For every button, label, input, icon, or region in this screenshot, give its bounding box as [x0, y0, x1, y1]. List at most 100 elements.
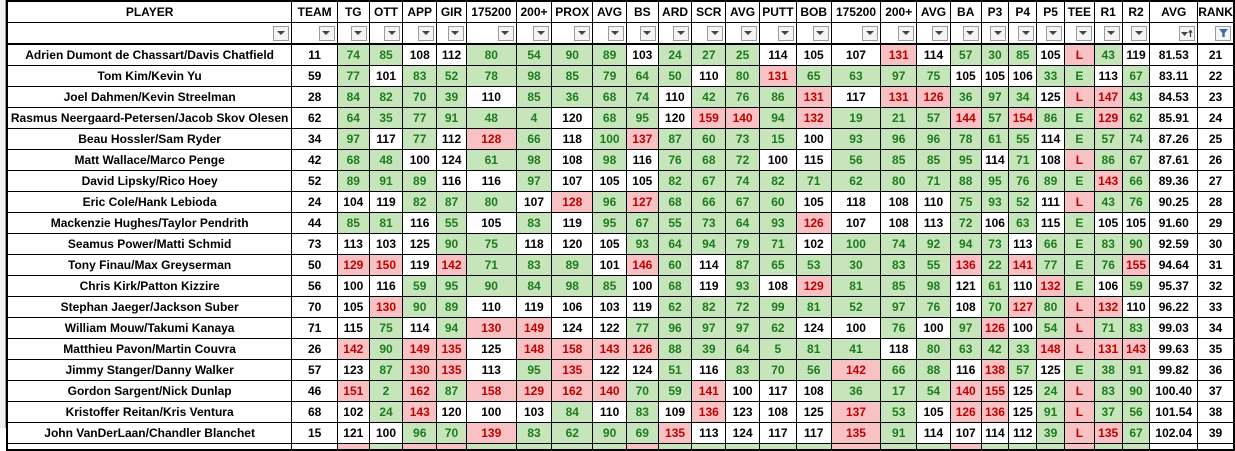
cell-ott: 150: [368, 254, 404, 276]
cell-bob: 115: [795, 149, 832, 171]
cell-r1: 83: [1093, 380, 1123, 402]
filter-button-bs[interactable]: [639, 25, 656, 41]
column-header-rank: RANK: [1197, 0, 1235, 23]
cell-avg1: 122: [592, 317, 627, 339]
cell-bs: 105: [625, 170, 659, 192]
cell-avg4: 96.22: [1149, 296, 1199, 318]
autofilter-row: [6, 22, 1235, 45]
cell-scr: 82: [691, 296, 727, 318]
filter-button-tg[interactable]: [350, 25, 367, 41]
cell-avg4: 102.04: [1149, 422, 1199, 444]
cell-avg1: 143: [592, 338, 627, 360]
cell-r2: 66: [1121, 170, 1151, 192]
cell-putt: 65: [758, 254, 797, 276]
filter-cell-scr: [691, 22, 727, 45]
cell-avg3: 100: [916, 317, 951, 339]
cell-scr: 42: [691, 86, 727, 108]
filter-button-prox[interactable]: [574, 25, 591, 41]
cell-bob: 53: [795, 254, 832, 276]
cell-gir: 135: [436, 338, 467, 360]
cell-rank: 39: [1197, 422, 1235, 444]
cell-bob: 56: [795, 359, 832, 381]
cell-tg: 84: [336, 86, 370, 108]
filter-dropdown-icon: [451, 30, 460, 36]
cell-d200a: 85: [515, 86, 553, 108]
player-name-cell: David Lipsky/Rico Hoey: [6, 170, 293, 192]
player-name-cell: Adrien Dumont de Chassart/Davis Chatfiel…: [6, 43, 293, 66]
cell-p5: 33: [1036, 65, 1065, 87]
filter-button-r1[interactable]: [1103, 25, 1120, 41]
clipped-cell: [1063, 443, 1095, 451]
filter-button-d200b[interactable]: [898, 25, 915, 41]
cell-r1: 147: [1093, 86, 1123, 108]
filter-button-putt[interactable]: [777, 25, 794, 41]
table-row: Kristoffer Reitan/Kris Ventura 68 102 24 143…: [6, 401, 1235, 423]
cell-ott: 101: [368, 65, 404, 87]
filter-button-d175b[interactable]: [862, 25, 879, 41]
cell-p4: 71: [1008, 149, 1038, 171]
cell-d175b: 62: [830, 170, 882, 192]
cell-bob: 125: [795, 401, 832, 423]
cell-d200a: 148: [515, 338, 553, 360]
cell-tee: L: [1063, 296, 1095, 318]
cell-r1: 57: [1093, 128, 1123, 150]
filter-button-ott[interactable]: [384, 25, 401, 41]
cell-bob: 132: [795, 107, 832, 129]
cell-putt: 117: [758, 422, 797, 444]
player-name-cell: Mackenzie Hughes/Taylor Pendrith: [6, 212, 293, 234]
filter-button-avg2[interactable]: [740, 25, 757, 41]
filter-cell-d200a: [515, 22, 553, 45]
cell-r1: 38: [1093, 359, 1123, 381]
filter-button-app[interactable]: [418, 25, 435, 41]
filter-button-scr[interactable]: [707, 25, 724, 41]
cell-p4: 100: [1008, 317, 1038, 339]
cell-ard: 59: [657, 380, 693, 402]
filter-button-d175a[interactable]: [497, 25, 514, 41]
cell-d200b: 74: [880, 233, 918, 255]
clipped-cell: [1121, 443, 1151, 451]
cell-tee: E: [1063, 107, 1095, 129]
filter-button-rank[interactable]: [1215, 25, 1231, 41]
filter-button-gir[interactable]: [447, 25, 464, 41]
cell-d200a: 119: [515, 296, 553, 318]
filter-button-r2[interactable]: [1131, 25, 1148, 41]
filter-button-ba[interactable]: [962, 25, 979, 41]
filter-button-avg3[interactable]: [931, 25, 948, 41]
column-header-r1: R1: [1093, 0, 1123, 23]
cell-p3: 95: [980, 170, 1010, 192]
cell-gir: 91: [436, 107, 467, 129]
filter-button-p3[interactable]: [990, 25, 1007, 41]
worksheet-edge-strip: [0, 0, 6, 428]
column-header-bs: BS: [625, 0, 659, 23]
cell-ott: 119: [368, 191, 404, 213]
filter-button-d200a[interactable]: [533, 25, 550, 41]
cell-rank: 23: [1197, 86, 1235, 108]
cell-ott: 117: [368, 128, 404, 150]
cell-d175b: 142: [830, 359, 882, 381]
filter-button-avg4[interactable]: [1179, 25, 1196, 41]
cell-app: 116: [402, 212, 438, 234]
filter-button-ard[interactable]: [673, 25, 690, 41]
filter-button-bob[interactable]: [812, 25, 829, 41]
cell-r2: 59: [1121, 275, 1151, 297]
cell-prox: 106: [551, 296, 594, 318]
filter-dropdown-icon: [421, 30, 431, 36]
cell-avg2: 93: [725, 275, 760, 297]
cell-r2: 67: [1121, 149, 1151, 171]
cell-d175b: 107: [830, 212, 882, 234]
filter-button-team[interactable]: [318, 25, 335, 41]
cell-app: 108: [402, 43, 438, 66]
cell-ott: 48: [368, 149, 404, 171]
clipped-cell: [916, 443, 951, 451]
filter-button-tee[interactable]: [1075, 25, 1092, 41]
filter-button-p5[interactable]: [1045, 25, 1062, 41]
clipped-cell: [1149, 443, 1199, 451]
cell-rank: 30: [1197, 233, 1235, 255]
filter-button-player[interactable]: [273, 25, 290, 41]
filter-button-p4[interactable]: [1018, 25, 1035, 41]
cell-p5: 125: [1036, 359, 1065, 381]
filter-button-avg1[interactable]: [607, 25, 624, 41]
cell-p5: 24: [1036, 380, 1065, 402]
clipped-cell: [436, 443, 467, 451]
cell-prox: 158: [551, 338, 594, 360]
